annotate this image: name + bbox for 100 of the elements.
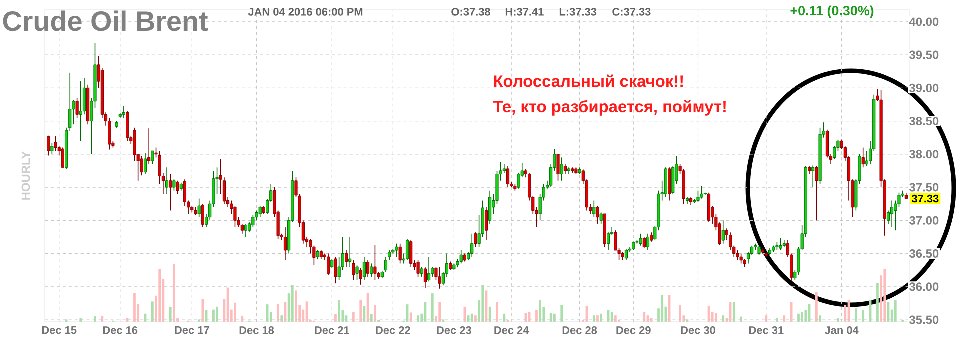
bar <box>474 316 477 322</box>
candlestick <box>374 244 377 281</box>
bar <box>101 316 104 322</box>
candlestick <box>438 266 442 290</box>
candlestick <box>696 190 700 202</box>
bar <box>596 316 599 322</box>
candlestick <box>736 250 740 261</box>
candlestick <box>700 186 704 200</box>
y-tick-label: 36.50 <box>909 250 939 258</box>
bar <box>837 318 840 322</box>
candlestick <box>600 212 603 224</box>
bar <box>216 306 218 322</box>
candlestick <box>646 234 650 251</box>
bar <box>722 316 725 322</box>
bar <box>488 306 492 322</box>
bar <box>819 316 822 322</box>
y-tick-label: 40.00 <box>909 18 939 26</box>
candlestick <box>862 147 865 168</box>
y-tick-label: 38.00 <box>909 150 939 159</box>
bar <box>370 314 373 322</box>
bar <box>539 300 542 322</box>
annotation: JAN 04 2016 06:00 PM <box>248 8 363 16</box>
candlestick <box>815 166 818 222</box>
candlestick <box>420 266 424 278</box>
candlestick <box>344 250 348 268</box>
bar <box>614 316 617 322</box>
candlestick <box>54 136 58 152</box>
candlestick <box>151 150 154 165</box>
candlestick <box>201 204 204 228</box>
candlestick <box>812 165 815 188</box>
bar <box>854 308 858 322</box>
annotation: Те, кто разбирается, поймут! <box>493 100 726 116</box>
x-tick-label: Dec 21 <box>315 326 350 334</box>
bar <box>876 283 879 322</box>
candlestick <box>309 238 312 254</box>
candlestick <box>410 240 413 268</box>
candlestick <box>169 174 172 212</box>
bar <box>884 269 886 322</box>
annotation: Колоссальный скачок!! <box>494 74 684 88</box>
y-tick-label: 39.50 <box>909 50 939 60</box>
candlestick <box>165 167 169 195</box>
candlestick <box>416 260 420 278</box>
candlestick <box>144 152 148 175</box>
candlestick <box>330 258 334 269</box>
bar <box>470 314 474 322</box>
candlestick <box>327 253 330 276</box>
bar <box>732 302 736 322</box>
candlestick <box>650 232 654 242</box>
x-tick-label: Dec 30 <box>681 326 716 334</box>
candlestick <box>122 106 126 118</box>
candlestick <box>140 156 144 176</box>
candlestick <box>592 200 596 218</box>
y-tick-label: 36.00 <box>909 282 939 292</box>
candlestick <box>596 206 600 224</box>
bar <box>410 312 412 322</box>
bar <box>338 300 341 322</box>
candlestick <box>506 166 510 188</box>
bar <box>610 312 614 322</box>
bar <box>151 302 154 322</box>
candlestick <box>890 200 894 228</box>
candlestick <box>352 260 356 281</box>
y-tick-label: 38.50 <box>909 117 939 126</box>
x-tick-label: Dec 16 <box>103 326 138 334</box>
bar <box>496 302 498 322</box>
candlestick <box>47 135 50 156</box>
x-tick-label: Dec 31 <box>750 326 784 334</box>
candlestick <box>240 224 244 234</box>
candlestick <box>176 180 180 195</box>
candlestick <box>61 147 64 168</box>
candlestick <box>470 234 474 258</box>
bar <box>560 305 564 322</box>
candlestick <box>624 248 628 261</box>
bar <box>783 316 786 322</box>
candlestick <box>560 157 564 182</box>
x-tick-label: Jan 04 <box>824 326 859 334</box>
candlestick <box>148 128 151 165</box>
candlestick <box>172 179 176 192</box>
candlestick <box>639 234 642 246</box>
annotation: +0.11 (0.30%) <box>790 6 874 18</box>
bar <box>679 305 682 322</box>
candlestick <box>474 232 478 248</box>
bar <box>277 304 280 322</box>
candlestick <box>406 238 410 261</box>
bar <box>360 300 362 322</box>
y-tick-label: 35.50 <box>909 316 939 324</box>
candlestick <box>284 226 288 261</box>
annotation: 37.33 <box>912 194 939 203</box>
candlestick <box>488 190 492 224</box>
candlestick <box>398 243 402 264</box>
candlestick <box>642 236 646 249</box>
bar <box>550 313 552 322</box>
bar <box>536 310 538 322</box>
x-tick-label: Dec 18 <box>240 326 274 334</box>
y-tick-label: 37.00 <box>909 216 939 225</box>
bar <box>234 302 236 322</box>
x-tick-label: Dec 29 <box>616 326 651 334</box>
candlestick <box>758 245 761 256</box>
candlestick <box>348 236 352 268</box>
y-tick-label: 39.00 <box>909 84 939 92</box>
x-tick-label: Dec 17 <box>175 326 210 334</box>
